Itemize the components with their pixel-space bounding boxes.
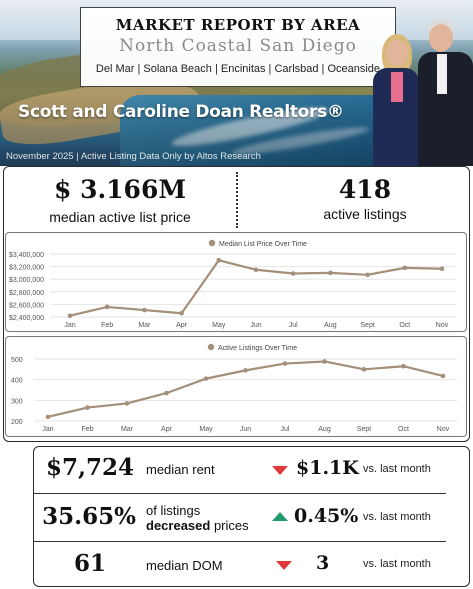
data-point <box>328 270 333 276</box>
x-tick-label: Mar <box>138 322 151 329</box>
data-point <box>290 271 296 276</box>
x-tick-label: Feb <box>101 322 113 329</box>
y-tick-label: $3,400,000 <box>9 252 44 259</box>
y-tick-label: $3,000,000 <box>9 277 44 284</box>
x-tick-label: Jul <box>289 322 298 329</box>
x-tick-label: Jun <box>250 322 261 329</box>
data-point <box>243 368 248 373</box>
legend-label: Active Listings Over Time <box>218 345 297 352</box>
x-tick-label: Nov <box>437 426 450 433</box>
metrics-card <box>33 446 470 587</box>
x-tick-label: Jul <box>281 426 290 433</box>
data-point <box>179 310 184 316</box>
median-list-price-chart-svg: $2,400,000 $2,600,000 $2,800,000 $3,000,000… <box>9 239 456 329</box>
data-point <box>142 307 147 313</box>
median-dom-compare: vs. last month <box>363 558 431 570</box>
x-tick-label: Jan <box>42 426 53 433</box>
y-tick-label: $2,600,000 <box>9 302 44 309</box>
median-list-price-label: median active list price <box>49 209 191 225</box>
x-tick-label: Apr <box>161 426 173 433</box>
x-tick-label: May <box>199 426 213 433</box>
active-listings-value: 418 <box>338 175 392 204</box>
x-tick-label: Oct <box>398 426 409 433</box>
x-tick-label: May <box>212 322 226 329</box>
x-tick-label: Jan <box>64 322 75 329</box>
data-point <box>253 267 259 273</box>
median-rent-label: median rent <box>146 462 215 477</box>
legend-marker <box>208 239 216 247</box>
data-source-line: November 2025 | Active Listing Data Only… <box>6 151 261 162</box>
header-banner: MARKET REPORT BY AREA North Coastal San … <box>0 0 473 166</box>
x-tick-label: Aug <box>318 426 331 433</box>
decreased-listings-change: 0.45% <box>294 505 359 527</box>
realtors-photo <box>366 14 473 166</box>
y-tick-label: 500 <box>11 357 23 364</box>
data-point <box>282 361 288 366</box>
metrics-row-separator <box>34 493 446 494</box>
data-point <box>365 272 370 278</box>
y-tick-label: $2,800,000 <box>9 290 44 297</box>
decreased-listings-compare: vs. last month <box>363 511 431 523</box>
legend-marker <box>207 343 215 351</box>
realtors-name: Scott and Caroline Doan Realtors® <box>18 102 344 122</box>
y-tick-label: $2,400,000 <box>9 315 44 322</box>
active-listings-chart-svg: 200 300 400 500 Jan Feb Mar Apr May Jun Jul Aug Sept… <box>11 343 457 433</box>
stats-divider <box>236 172 238 228</box>
data-point <box>85 405 90 410</box>
median-list-price-value: $ 3.166M <box>53 175 187 204</box>
x-tick-label: Sept <box>360 322 374 329</box>
report-title-box: MARKET REPORT BY AREA North Coastal San … <box>80 7 396 87</box>
increase-arrow-icon <box>272 512 288 521</box>
data-point <box>440 373 446 379</box>
data-point <box>67 313 73 319</box>
x-tick-label: Mar <box>121 426 134 433</box>
median-rent-value: $7,724 <box>45 454 134 481</box>
decrease-arrow-icon <box>272 466 288 475</box>
x-tick-label: Sept <box>357 426 371 433</box>
metrics-row-separator <box>34 541 446 542</box>
data-point <box>124 401 130 406</box>
data-point <box>361 367 367 372</box>
legend-label: Median List Price Over Time <box>219 241 307 248</box>
x-tick-label: Aug <box>324 322 337 329</box>
x-tick-label: Feb <box>81 426 93 433</box>
data-point <box>401 363 406 369</box>
decreased-listings-label-suffix: prices <box>210 518 249 533</box>
data-point <box>45 414 51 420</box>
x-tick-label: Oct <box>399 322 410 329</box>
y-tick-label: $3,200,000 <box>9 265 44 272</box>
data-point <box>322 359 327 364</box>
x-tick-label: Apr <box>176 322 188 329</box>
data-point <box>164 390 169 396</box>
x-tick-label: Nov <box>436 322 449 329</box>
decreased-listings-value: 35.65% <box>42 503 136 530</box>
report-title: MARKET REPORT BY AREA <box>115 16 361 34</box>
data-point <box>203 376 209 381</box>
median-dom-change: 3 <box>316 552 330 574</box>
median-list-price-chart: $2,400,000 $2,600,000 $2,800,000 $3,000,000… <box>5 232 467 332</box>
median-dom-label: median DOM <box>146 558 223 573</box>
active-listings-chart: 200 300 400 500 Jan Feb Mar Apr May Jun Jul Aug Sept… <box>5 336 467 437</box>
decrease-arrow-icon <box>276 561 292 570</box>
report-area: North Coastal San Diego <box>119 36 357 56</box>
y-tick-label: 300 <box>11 398 23 405</box>
decreased-listings-label-bold: decreased <box>146 518 211 533</box>
active-listings-label: active listings <box>323 206 407 222</box>
report-cities: Del Mar | Solana Beach | Encinitas | Car… <box>95 63 381 75</box>
data-point <box>216 258 222 263</box>
median-dom-value: 61 <box>73 550 106 577</box>
data-point <box>439 266 445 272</box>
decreased-listings-label-prefix: of listings <box>146 503 201 518</box>
y-tick-label: 200 <box>11 419 23 426</box>
median-rent-change: $1.1K <box>296 457 359 479</box>
x-tick-label: Jun <box>240 426 251 433</box>
data-point <box>402 265 408 271</box>
y-tick-label: 400 <box>11 378 23 385</box>
data-point <box>104 304 110 310</box>
decreased-listings-label: of listings decreased prices <box>146 503 249 533</box>
median-rent-compare: vs. last month <box>363 463 431 475</box>
